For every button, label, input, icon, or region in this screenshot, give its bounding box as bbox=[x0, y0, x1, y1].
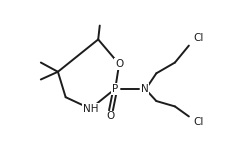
Text: O: O bbox=[107, 111, 115, 121]
Text: Cl: Cl bbox=[194, 117, 204, 127]
Text: P: P bbox=[112, 84, 118, 94]
Text: NH: NH bbox=[83, 104, 98, 114]
Text: N: N bbox=[141, 84, 149, 94]
Text: Cl: Cl bbox=[194, 33, 204, 43]
Text: O: O bbox=[115, 59, 123, 69]
